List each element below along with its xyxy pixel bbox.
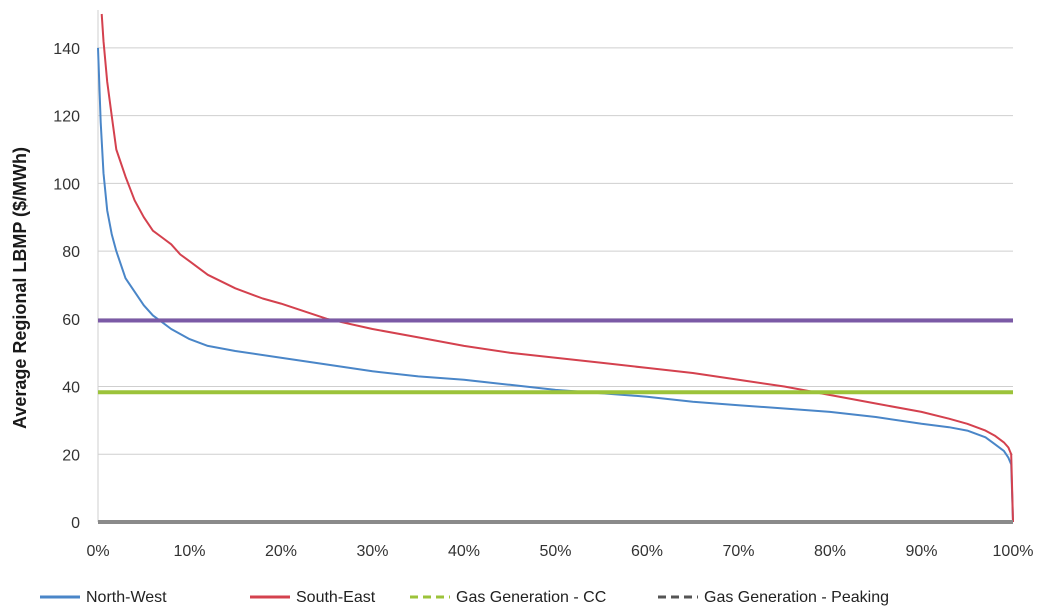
y-axis-ticks: 0 20 40 60 80 100 120 140 [53,41,80,532]
y-tick-label: 60 [62,312,80,329]
legend-label: North-West [86,589,167,606]
y-tick-label: 140 [53,41,80,58]
y-tick-label: 100 [53,176,80,193]
legend-label: South-East [296,589,376,606]
x-tick-label: 90% [905,543,937,560]
x-tick-label: 80% [814,543,846,560]
legend: North-West South-East Gas Generation - CC G… [40,589,889,606]
series-line-south-east [100,13,1014,523]
y-tick-label: 0 [71,515,80,532]
x-tick-label: 50% [539,543,571,560]
x-tick-label: 10% [173,543,205,560]
y-tick-label: 80 [62,244,80,261]
x-tick-label: 0% [86,543,109,560]
series-lines [97,13,1014,524]
x-axis-ticks: 0% 10% 20% 30% 40% 50% 60% 70% 80% 90% 100% [86,543,1033,560]
x-tick-label: 60% [631,543,663,560]
y-axis-label: Average Regional LBMP ($/MWh) [10,147,30,429]
y-tick-label: 20 [62,447,80,464]
x-tick-label: 70% [722,543,754,560]
legend-label: Gas Generation - Peaking [704,589,889,606]
x-tick-label: 100% [993,543,1034,560]
y-tick-label: 120 [53,109,80,126]
y-tick-label: 40 [62,380,80,397]
x-tick-label: 40% [448,543,480,560]
x-tick-label: 20% [265,543,297,560]
x-tick-label: 30% [356,543,388,560]
legend-label: Gas Generation - CC [456,589,606,606]
series-line-north-west [97,47,1014,523]
